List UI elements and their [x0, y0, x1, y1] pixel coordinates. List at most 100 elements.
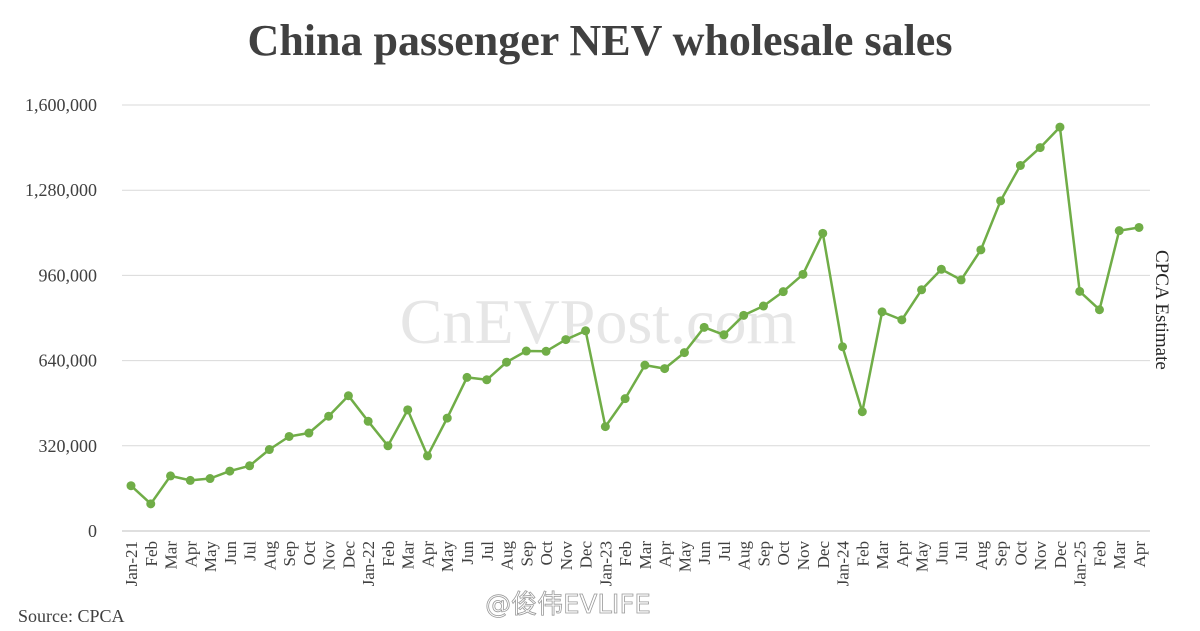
x-tick-label: Aug — [498, 541, 517, 571]
data-point — [758, 301, 768, 311]
x-tick-label: Jun — [221, 541, 240, 565]
series-line — [130, 125, 1140, 506]
y-tick-label: 960,000 — [39, 265, 98, 285]
data-point — [304, 428, 314, 438]
data-point — [739, 310, 749, 320]
x-tick-label: Apr — [418, 541, 437, 568]
x-tick-label: Apr — [181, 541, 200, 568]
data-point — [581, 326, 591, 336]
data-point — [679, 348, 689, 358]
x-tick-label: Oct — [300, 541, 319, 566]
data-point — [818, 228, 828, 238]
x-tick-label: Nov — [557, 541, 576, 571]
x-tick-label: Aug — [260, 541, 279, 571]
data-point — [1114, 226, 1124, 236]
data-point — [1035, 143, 1045, 153]
x-tick-label: Apr — [1130, 541, 1149, 568]
data-point — [403, 405, 413, 415]
data-point — [600, 422, 610, 432]
x-tick-label: Dec — [577, 541, 596, 569]
data-point — [897, 315, 907, 325]
data-point — [502, 357, 512, 367]
y-tick-label: 320,000 — [39, 436, 98, 456]
data-point — [264, 445, 274, 455]
x-tick-label: Mar — [1110, 541, 1129, 570]
x-tick-label: Sep — [517, 541, 536, 567]
data-point — [719, 330, 729, 340]
x-tick-label: Jan-21 — [122, 541, 141, 586]
data-point — [363, 416, 373, 426]
data-point — [1094, 305, 1104, 315]
x-tick-label: Nov — [1031, 541, 1050, 571]
data-point — [284, 431, 294, 441]
x-tick-label: Dec — [1051, 541, 1070, 569]
x-tick-label: Feb — [379, 541, 398, 567]
data-point — [146, 499, 156, 509]
data-point — [1134, 222, 1144, 232]
x-tick-label: Jan-23 — [596, 541, 615, 586]
data-point — [640, 360, 650, 370]
data-point — [561, 335, 571, 345]
x-tick-label: Mar — [162, 541, 181, 570]
data-point — [1055, 122, 1065, 132]
x-tick-label: Mar — [636, 541, 655, 570]
data-point — [620, 394, 630, 404]
data-points — [126, 122, 1144, 509]
data-point — [936, 264, 946, 274]
x-tick-label: Sep — [754, 541, 773, 567]
x-tick-label: Nov — [794, 541, 813, 571]
x-tick-label: Feb — [616, 541, 635, 567]
data-point — [699, 322, 709, 332]
x-tick-label: Dec — [339, 541, 358, 569]
data-point — [126, 481, 136, 491]
x-tick-label: May — [675, 541, 694, 573]
data-point — [245, 461, 255, 471]
data-point — [1075, 286, 1085, 296]
data-point — [838, 342, 848, 352]
data-point — [1015, 160, 1025, 170]
data-point — [166, 471, 176, 481]
x-tick-label: Jul — [241, 541, 260, 561]
data-point — [541, 346, 551, 356]
data-point — [225, 466, 235, 476]
data-point — [185, 475, 195, 485]
x-tick-label: Aug — [735, 541, 754, 571]
x-tick-label: Feb — [142, 541, 161, 567]
x-tick-label: Oct — [537, 541, 556, 566]
x-tick-label: Sep — [992, 541, 1011, 567]
data-point — [976, 245, 986, 255]
y-tick-label: 1,280,000 — [25, 180, 97, 200]
x-tick-label: Dec — [814, 541, 833, 569]
x-tick-label: Jun — [695, 541, 714, 565]
x-tick-label: Jul — [952, 541, 971, 561]
x-tick-label: Mar — [873, 541, 892, 570]
source-note: Source: CPCA — [18, 606, 125, 626]
x-axis-ticks: Jan-21 Feb Mar Apr May Jun Jul Aug Sep Oct Nov Dec J… — [122, 541, 1149, 587]
x-tick-label: Jan-22 — [359, 541, 378, 586]
x-tick-label: Feb — [1090, 541, 1109, 567]
data-point — [343, 391, 353, 401]
data-point — [877, 307, 887, 317]
data-point — [482, 375, 492, 385]
data-point — [660, 364, 670, 374]
x-tick-label: May — [438, 541, 457, 573]
weibo-credit: @俊伟EVLIFE — [485, 590, 651, 620]
data-point — [956, 275, 966, 285]
x-tick-label: Sep — [280, 541, 299, 567]
data-point — [462, 372, 472, 382]
x-tick-label: Jun — [458, 541, 477, 565]
gridlines — [122, 104, 1150, 447]
data-point — [917, 285, 927, 295]
x-tick-label: May — [201, 541, 220, 573]
x-tick-label: Apr — [656, 541, 675, 568]
data-point — [442, 413, 452, 423]
data-point — [798, 269, 808, 279]
cpca-estimate-annotation: CPCA Estimate — [1151, 250, 1172, 370]
data-point — [996, 196, 1006, 206]
y-tick-label: 1,600,000 — [25, 95, 97, 115]
x-tick-label: Apr — [893, 541, 912, 568]
x-tick-label: Oct — [774, 541, 793, 566]
x-tick-label: Jun — [932, 541, 951, 565]
x-tick-label: Mar — [399, 541, 418, 570]
